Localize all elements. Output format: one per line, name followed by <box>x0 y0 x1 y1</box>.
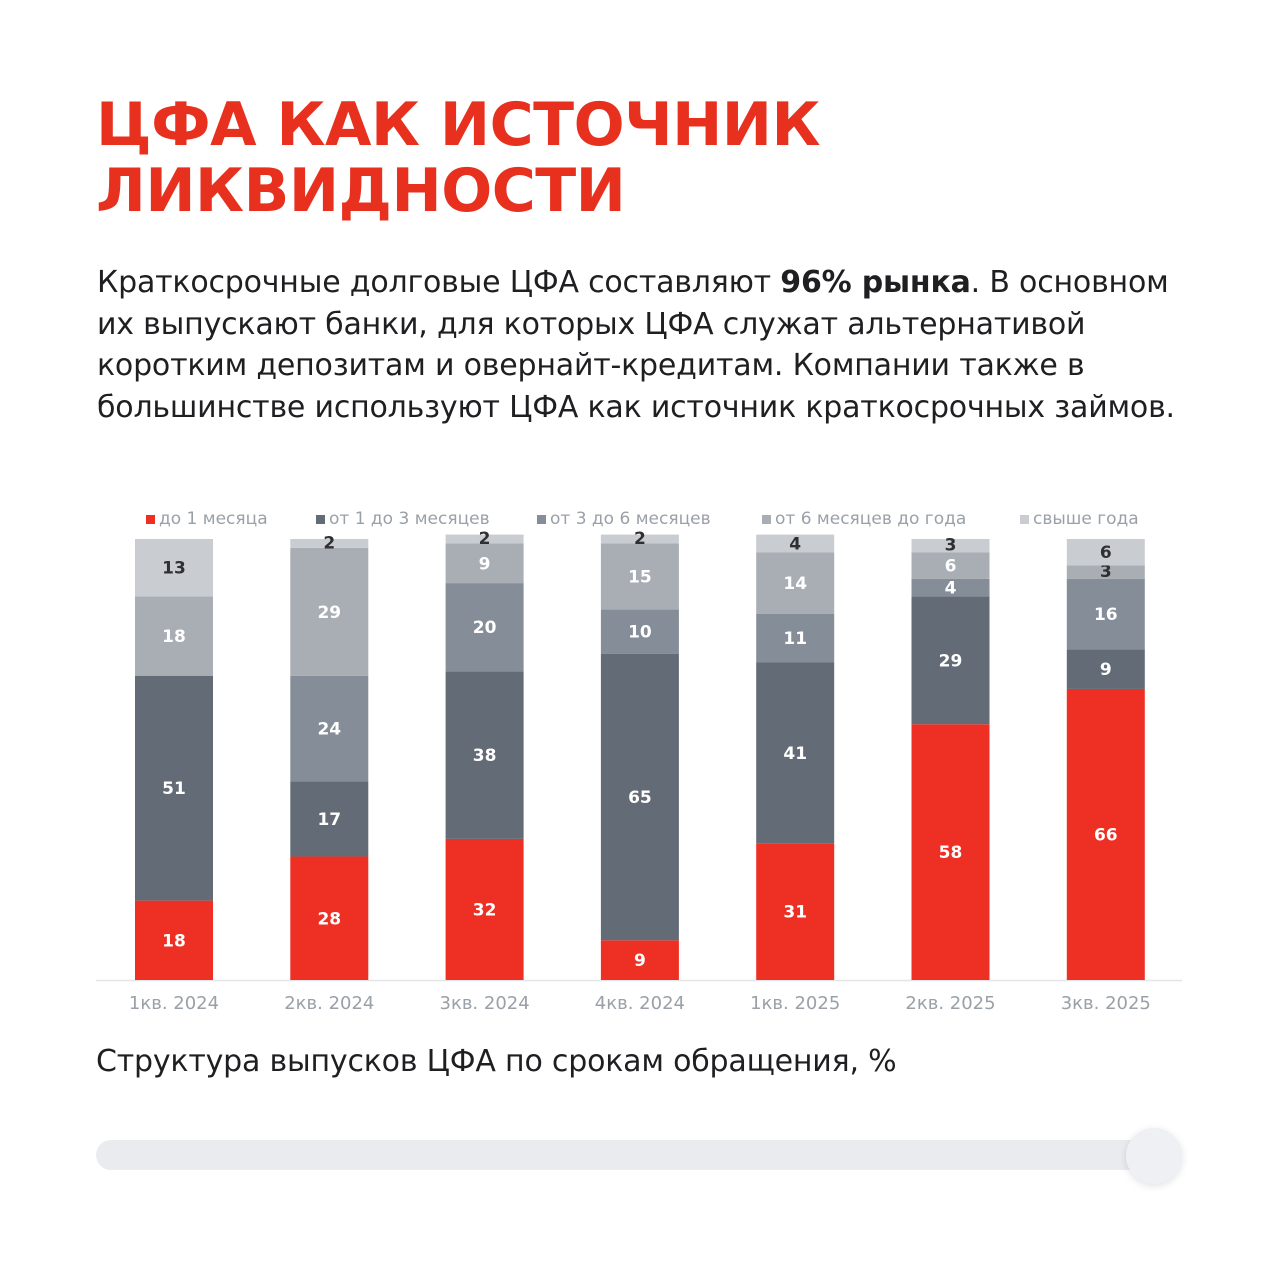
data-label: 9 <box>1100 660 1112 680</box>
data-label: 41 <box>783 744 807 764</box>
intro-highlight: 96% рынка <box>780 265 971 300</box>
title-line-2: ЛИКВИДНОСТИ <box>96 156 626 226</box>
legend-swatch <box>1020 515 1029 524</box>
data-label: 28 <box>317 909 341 929</box>
legend-label: до 1 месяца <box>159 509 268 529</box>
data-label: 18 <box>162 627 186 647</box>
data-label: 10 <box>628 623 652 643</box>
data-label: 2 <box>323 533 335 553</box>
data-label: 4 <box>945 579 957 599</box>
bar-segment <box>290 547 369 676</box>
bar-segment <box>445 671 524 839</box>
bar-segment <box>600 534 679 544</box>
data-label: 2 <box>479 529 491 549</box>
legend-swatch <box>146 515 155 524</box>
data-label: 13 <box>162 559 186 579</box>
data-label: 14 <box>783 574 807 594</box>
bar-segment <box>600 653 679 941</box>
bar-segment <box>911 539 990 553</box>
bar-segment <box>756 552 835 614</box>
data-label: 6 <box>945 556 957 576</box>
data-label: 11 <box>783 629 807 649</box>
bar-segment <box>600 543 679 610</box>
data-label: 6 <box>1100 543 1112 563</box>
bar-segment <box>756 534 835 553</box>
slider-handle[interactable] <box>1126 1128 1182 1184</box>
bar-segment <box>135 675 213 901</box>
data-label: 3 <box>1100 562 1112 582</box>
x-tick-label: 2кв. 2025 <box>905 993 995 1014</box>
bar-segment <box>1066 578 1145 650</box>
bar-segment <box>445 583 524 672</box>
bar-segment <box>756 613 835 663</box>
bar-segment <box>135 539 213 597</box>
x-tick-label: 3кв. 2025 <box>1061 993 1151 1014</box>
bar-segment <box>911 552 990 579</box>
bar-segment <box>1066 649 1145 689</box>
bar-segment <box>445 543 524 584</box>
bar-segment <box>756 843 835 980</box>
bar-segment <box>1066 688 1145 980</box>
bar-segment <box>290 781 369 857</box>
data-label: 31 <box>783 903 807 923</box>
x-tick-label: 4кв. 2024 <box>595 993 685 1014</box>
bar-segment <box>290 856 369 980</box>
chart-caption: Структура выпусков ЦФА по срокам обращен… <box>96 1044 897 1079</box>
bar-segment <box>1066 565 1145 579</box>
legend-label: от 6 месяцев до года <box>775 509 966 529</box>
data-label: 15 <box>628 567 652 587</box>
legend-label: свыше года <box>1033 509 1139 529</box>
x-tick-label: 3кв. 2024 <box>440 993 530 1014</box>
bar-segment <box>445 534 524 544</box>
data-label: 16 <box>1094 605 1118 625</box>
legend-swatch <box>762 515 771 524</box>
data-label: 24 <box>317 720 341 740</box>
legend-label: от 1 до 3 месяцев <box>329 509 490 529</box>
intro-text-1: Краткосрочные долговые ЦФА составляют <box>97 265 781 300</box>
data-label: 29 <box>317 603 341 623</box>
data-label: 20 <box>473 618 497 638</box>
data-label: 58 <box>939 843 963 863</box>
data-label: 65 <box>628 788 652 808</box>
legend-label: от 3 до 6 месяцев <box>550 509 711 529</box>
intro-paragraph: Краткосрочные долговые ЦФА составляют 96… <box>97 262 1197 428</box>
bar-segment <box>135 596 213 676</box>
bar-segment <box>445 838 524 980</box>
data-label: 66 <box>1094 825 1118 845</box>
data-label: 4 <box>789 534 801 554</box>
intro-text-2: . В основном их выпускают банки, для кот… <box>97 265 1175 425</box>
bar-segment <box>135 900 213 980</box>
bar-segment <box>911 596 990 725</box>
data-label: 29 <box>939 651 963 671</box>
bar-segment <box>911 578 990 597</box>
bar-segment <box>600 940 679 980</box>
data-label: 9 <box>634 951 646 971</box>
data-label: 2 <box>634 529 646 549</box>
data-label: 3 <box>945 536 957 556</box>
bar-segment <box>600 609 679 654</box>
legend-swatch <box>316 515 325 524</box>
bar-segment <box>756 662 835 844</box>
data-label: 51 <box>162 779 186 799</box>
data-label: 9 <box>479 554 491 574</box>
bar-segment <box>911 724 990 980</box>
legend-swatch <box>537 515 546 524</box>
page-title: ЦФА КАК ИСТОЧНИК ЛИКВИДНОСТИ <box>96 92 1196 224</box>
chart-svg: до 1 месяца от 1 до 3 месяцев от 3 до 6 ме… <box>96 509 1182 1014</box>
stacked-bar-chart: до 1 месяца от 1 до 3 месяцев от 3 до 6 ме… <box>0 495 1280 1025</box>
data-label: 18 <box>162 931 186 951</box>
bar-segment <box>1066 539 1145 566</box>
data-label: 32 <box>473 900 497 920</box>
x-tick-label: 1кв. 2024 <box>129 993 219 1014</box>
title-line-1: ЦФА КАК ИСТОЧНИК <box>96 90 821 160</box>
x-tick-label: 2кв. 2024 <box>284 993 374 1014</box>
x-tick-label: 1кв. 2025 <box>750 993 840 1014</box>
bar-segment <box>290 675 369 782</box>
bar-segment <box>290 539 369 548</box>
data-label: 17 <box>317 810 341 830</box>
slider-track[interactable] <box>96 1140 1182 1170</box>
data-label: 38 <box>473 746 497 766</box>
